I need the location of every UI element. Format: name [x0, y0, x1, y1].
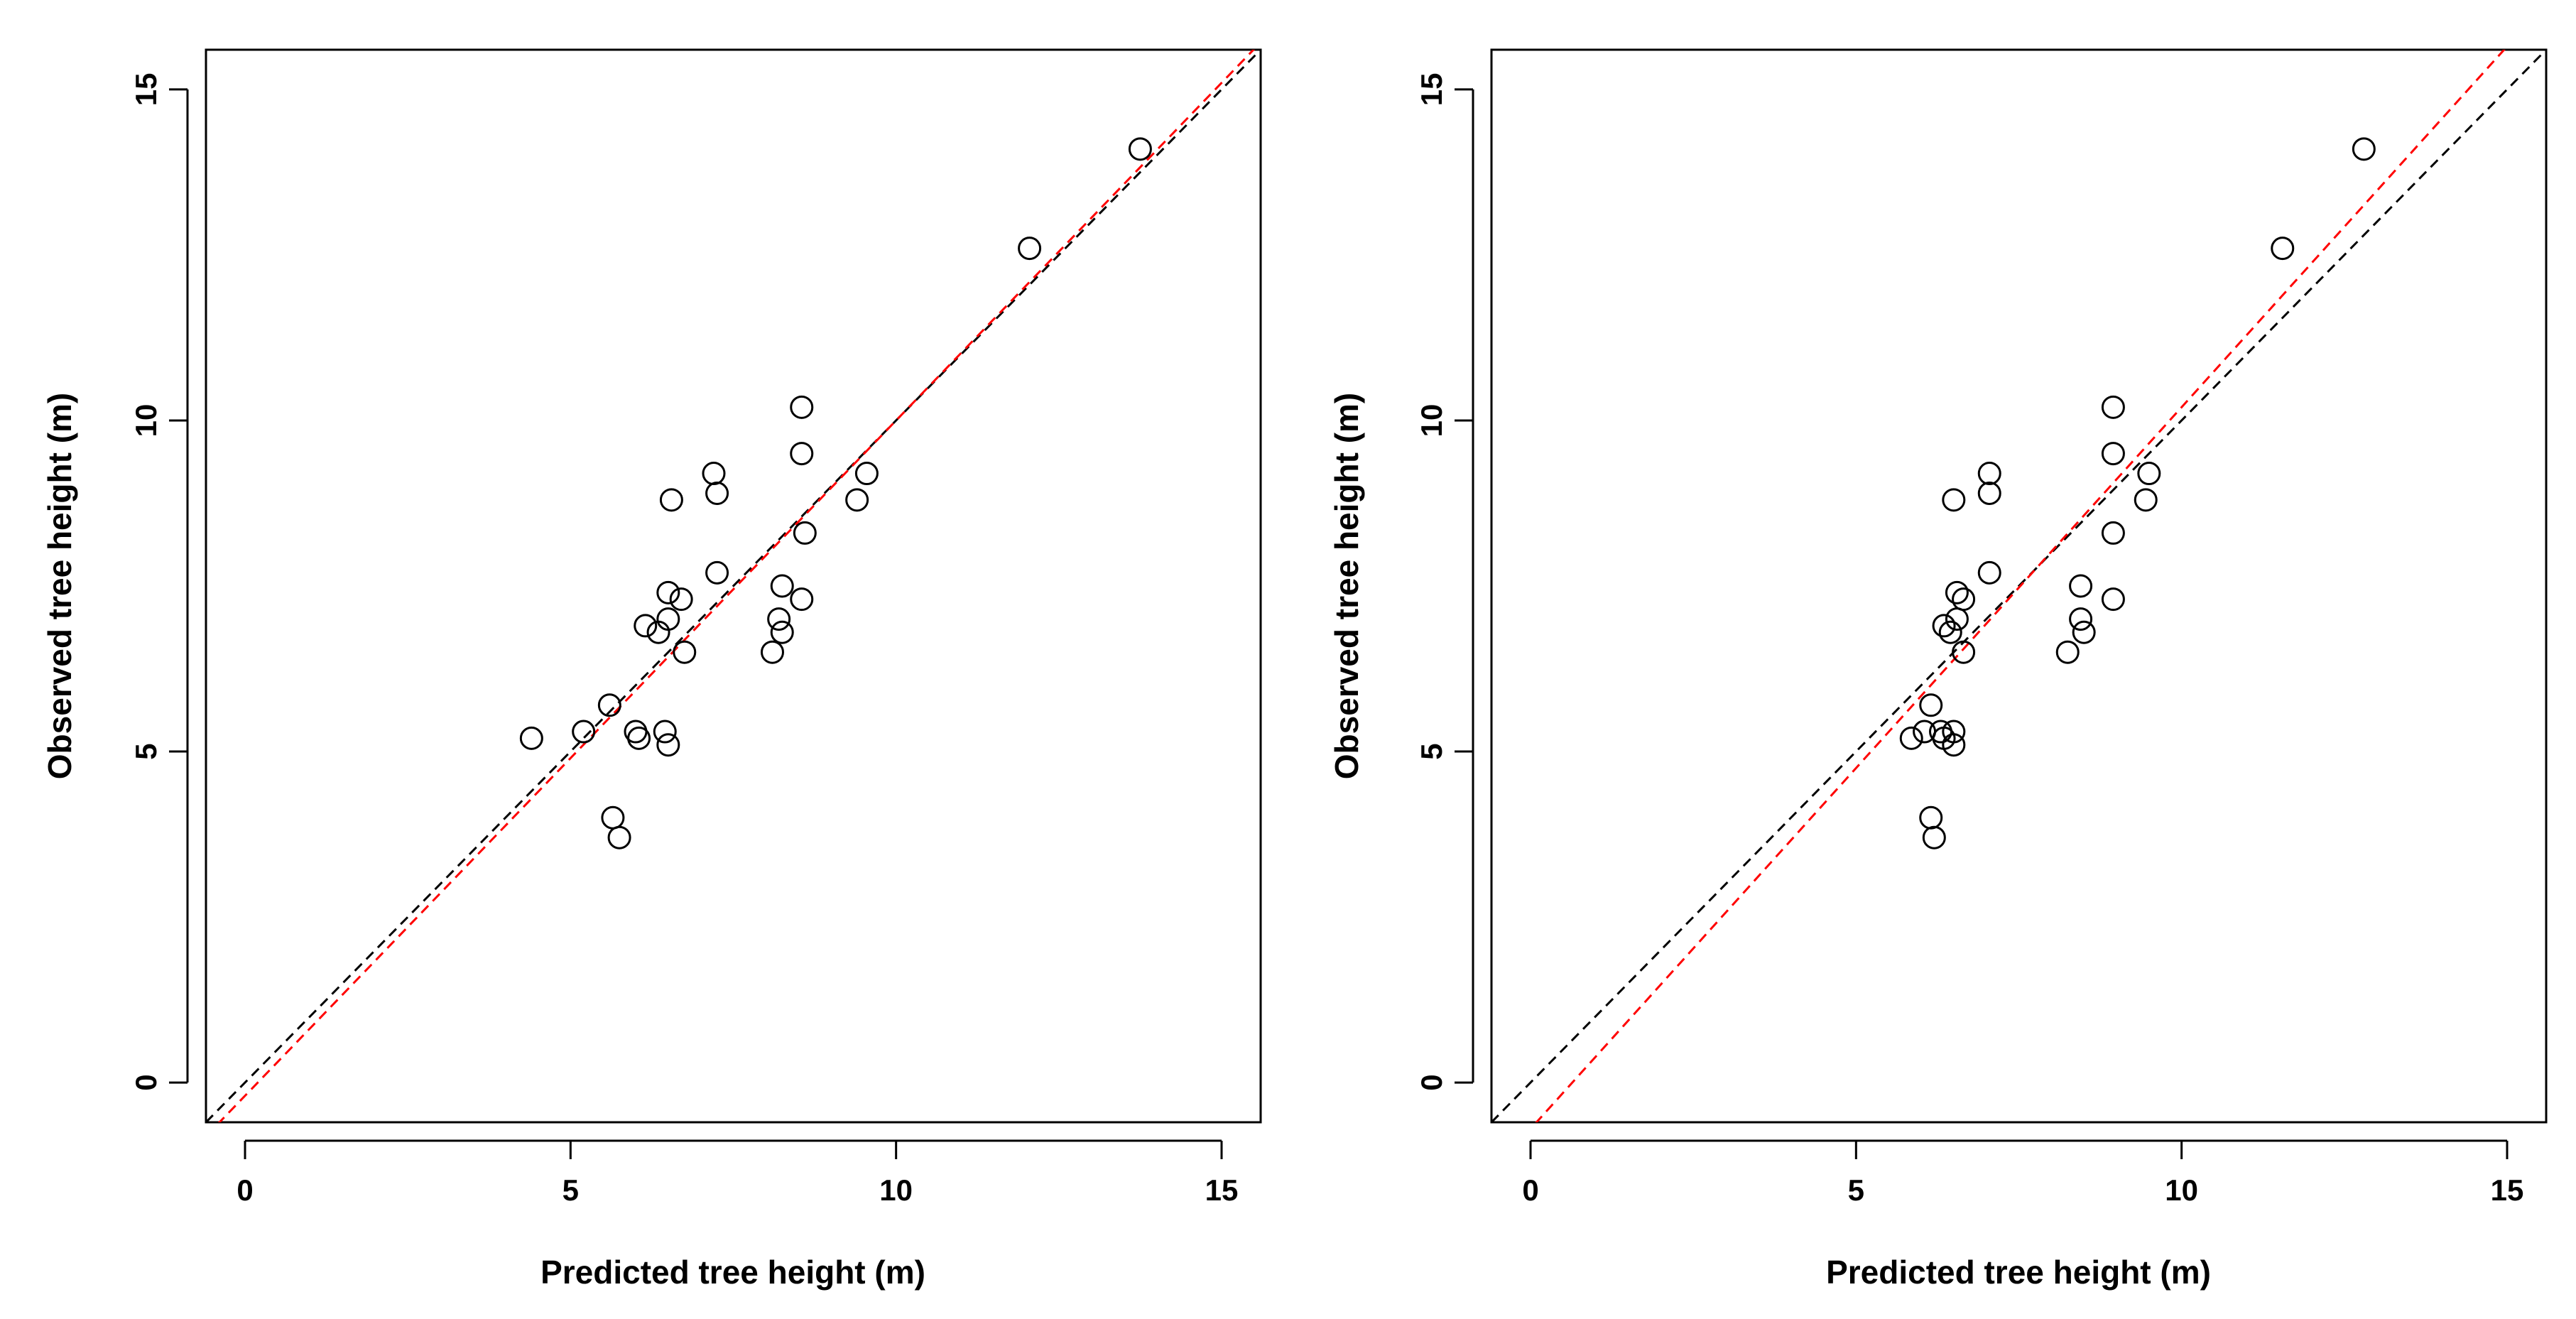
left-data-point: [607, 825, 631, 850]
left-y-axis: 0 5 10 15: [129, 73, 189, 1091]
left-x-tick-label: 15: [1205, 1173, 1239, 1207]
right-y-axis: 0 5 10 15: [1415, 73, 1474, 1091]
left-data-point: [845, 488, 869, 512]
right-data-point: [1938, 620, 1962, 644]
left-data-point: [770, 574, 794, 598]
right-data-point: [1952, 640, 1976, 664]
left-data-point: [669, 587, 693, 612]
right-data-point: [2072, 620, 2096, 644]
left-data-point: [673, 640, 697, 664]
right-reference-lines: [1491, 50, 2546, 1122]
left-y-axis-title: Observed tree height (m): [41, 393, 78, 779]
left-data-point: [705, 482, 729, 506]
right-data-point: [1977, 482, 2001, 506]
left-regression-line: [217, 50, 1256, 1122]
left-x-tick-label: 5: [563, 1173, 579, 1207]
right-data-point: [2101, 587, 2125, 612]
left-data-point: [705, 560, 729, 585]
right-data-point: [1977, 560, 2001, 585]
right-x-tick-label: 10: [2165, 1173, 2198, 1207]
right-data-point: [2271, 237, 2295, 261]
left-data-point: [519, 726, 543, 750]
left-x-axis: 0 5 10 15: [237, 1139, 1239, 1207]
right-regression-line: [1535, 50, 2506, 1122]
right-data-points: [1899, 137, 2376, 850]
left-y-tick-label: 0: [129, 1074, 163, 1090]
left-data-point: [790, 395, 814, 419]
left-data-point: [761, 640, 784, 664]
right-data-point: [1899, 726, 1923, 750]
left-x-tick-label: 10: [879, 1173, 913, 1207]
left-data-point: [659, 488, 683, 512]
left-data-point: [627, 726, 651, 750]
left-data-point: [597, 693, 621, 717]
left-one-to-one-line: [206, 50, 1261, 1122]
left-data-point: [572, 720, 596, 744]
left-data-point: [854, 462, 879, 486]
right-data-point: [2134, 488, 2158, 512]
left-y-tick-label: 5: [129, 743, 163, 759]
right-data-point: [1922, 825, 1946, 850]
left-data-point: [656, 733, 680, 757]
left-y-tick-label: 10: [129, 404, 163, 438]
right-data-point: [1919, 693, 1943, 717]
right-data-point: [1977, 462, 2001, 486]
left-data-point: [770, 620, 794, 644]
right-data-point: [2069, 574, 2093, 598]
left-data-point: [767, 607, 791, 631]
left-data-point: [1128, 137, 1152, 161]
right-data-point: [2101, 395, 2125, 419]
right-y-tick-label: 0: [1415, 1074, 1448, 1090]
right-data-point: [1945, 580, 1969, 604]
left-data-point: [790, 587, 814, 612]
right-y-tick-label: 15: [1415, 73, 1448, 107]
right-data-point: [2069, 607, 2093, 631]
left-data-point: [656, 607, 680, 631]
right-data-point: [2101, 442, 2125, 466]
right-x-tick-label: 5: [1848, 1173, 1864, 1207]
left-data-point: [1018, 237, 1042, 261]
right-y-axis-title: Observed tree height (m): [1328, 393, 1365, 779]
left-x-axis-title: Predicted tree height (m): [540, 1254, 925, 1291]
right-data-point: [1942, 720, 1966, 744]
right-data-point: [1952, 587, 1976, 612]
right-data-point: [2101, 521, 2125, 545]
right-data-point: [1932, 614, 1956, 638]
right-data-point: [2055, 640, 2080, 664]
left-x-tick-label: 0: [237, 1173, 253, 1207]
right-data-point: [1942, 733, 1966, 757]
left-data-point: [656, 580, 680, 604]
left-data-point: [653, 720, 677, 744]
left-data-point: [793, 521, 817, 545]
right-y-tick-label: 5: [1415, 743, 1448, 759]
right-x-axis: 0 5 10 15: [1522, 1139, 2524, 1207]
right-data-point: [2352, 137, 2376, 161]
left-data-point: [790, 442, 814, 466]
left-data-point: [634, 614, 658, 638]
right-plot-frame: [1490, 48, 2548, 1124]
left-y-tick-label: 15: [129, 73, 163, 107]
right-data-point: [2137, 462, 2161, 486]
right-x-tick-label: 15: [2491, 1173, 2524, 1207]
left-plot-frame: [205, 48, 1262, 1124]
left-data-points: [519, 137, 1152, 850]
right-one-to-one-line: [1491, 50, 2546, 1122]
left-reference-lines: [206, 50, 1261, 1122]
right-data-point: [1942, 488, 1966, 512]
right-y-tick-label: 10: [1415, 404, 1448, 438]
right-x-axis-title: Predicted tree height (m): [1826, 1254, 2211, 1291]
right-x-tick-label: 0: [1522, 1173, 1538, 1207]
